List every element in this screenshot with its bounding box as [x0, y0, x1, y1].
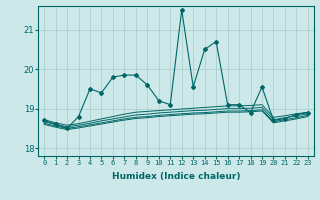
X-axis label: Humidex (Indice chaleur): Humidex (Indice chaleur) [112, 172, 240, 181]
